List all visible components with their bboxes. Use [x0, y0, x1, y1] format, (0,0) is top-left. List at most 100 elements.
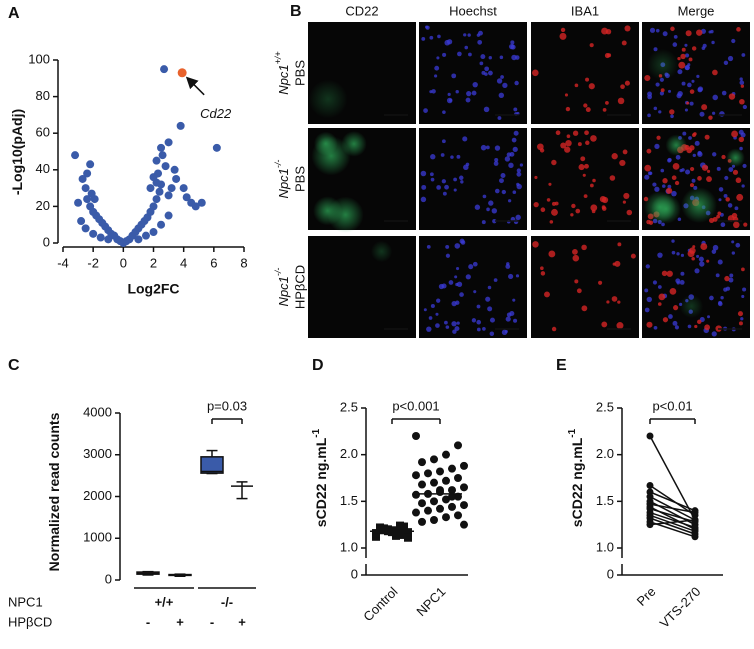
cell: [554, 201, 559, 206]
cell: [652, 280, 658, 285]
point: [442, 495, 450, 504]
cell: [592, 178, 596, 183]
cell: [696, 29, 703, 36]
cell: [580, 156, 586, 162]
cell: [706, 259, 710, 263]
cell: [667, 184, 672, 189]
point: [418, 499, 426, 508]
point: [404, 528, 412, 537]
cell: [706, 169, 711, 173]
cell: [508, 162, 514, 169]
cell: [720, 296, 724, 300]
cell: [653, 325, 658, 330]
cell: [502, 82, 508, 89]
cell: [423, 308, 427, 312]
cell: [724, 275, 730, 282]
y-axis-label-text: -Log10(pAdj): [9, 109, 25, 195]
point: [74, 198, 83, 207]
cell: [476, 319, 482, 325]
cell: [700, 243, 708, 251]
cell: [514, 55, 520, 60]
cell: [740, 317, 744, 321]
cell: [494, 157, 499, 163]
point: [83, 169, 92, 178]
cell: [697, 151, 703, 157]
cell: [660, 168, 665, 173]
point: [89, 229, 98, 238]
cell: [721, 90, 727, 96]
cell: [671, 239, 675, 243]
cell: [453, 188, 457, 192]
genotype: -/-: [273, 268, 283, 277]
cell: [659, 91, 665, 96]
cell: [677, 69, 683, 75]
pair-line: [649, 514, 696, 532]
cell: [712, 69, 718, 76]
cell: [727, 215, 735, 222]
y-axis-label: -Log10(pAdj): [9, 109, 25, 195]
cell: [728, 277, 734, 283]
cell: [646, 321, 653, 328]
cell: [487, 70, 493, 76]
cell: [574, 279, 579, 284]
cell: [711, 249, 717, 254]
factor-name: HPβCD: [8, 614, 52, 629]
cell: [685, 30, 692, 37]
cell: [473, 290, 477, 294]
point: [157, 220, 166, 229]
cell: [491, 208, 498, 214]
cell: [617, 300, 621, 304]
cell: [481, 70, 486, 75]
cell: [540, 207, 546, 213]
significance-label: p<0.001: [392, 398, 439, 413]
cell: [692, 245, 696, 249]
cell: [624, 80, 630, 86]
cell: [667, 89, 672, 93]
pair-line: [649, 484, 696, 516]
cell: [712, 94, 718, 101]
cell: [487, 306, 493, 312]
cell: [455, 89, 459, 94]
cell: [667, 157, 672, 162]
cell: [465, 162, 470, 167]
cell: [742, 163, 747, 168]
y-tick-label: 1.5: [340, 493, 358, 508]
cell: [512, 146, 518, 153]
y-tick-label: 1000: [83, 530, 112, 545]
significance-label: p=0.03: [207, 398, 247, 413]
cell: [581, 305, 588, 312]
y-tick-label: 0: [105, 571, 112, 586]
cell: [701, 104, 708, 111]
point: [176, 121, 185, 130]
cell: [512, 190, 517, 195]
cell: [442, 110, 446, 114]
cell: [485, 145, 490, 150]
annotation-arrow: [185, 76, 205, 96]
cell: [622, 149, 628, 155]
cell: [516, 171, 522, 177]
point: [646, 481, 654, 489]
cell: [489, 317, 495, 323]
cell: [678, 61, 686, 69]
point: [442, 476, 450, 485]
cell: [548, 182, 552, 186]
cell: [453, 177, 458, 182]
cell: [723, 60, 729, 65]
point: [430, 516, 438, 524]
y-tick-label: 40: [36, 161, 50, 176]
cell: [710, 29, 714, 34]
y-tick-label: 0: [351, 566, 358, 581]
point: [86, 202, 95, 211]
point: [157, 143, 166, 152]
cell: [430, 177, 435, 182]
cell: [694, 268, 700, 274]
cell: [571, 203, 576, 209]
cell: [468, 264, 474, 270]
x-tick-label: Control: [360, 584, 400, 624]
cell: [672, 320, 678, 326]
cell: [657, 302, 662, 306]
cell: [681, 47, 686, 52]
cell: [616, 322, 624, 330]
cell: [733, 221, 740, 229]
cell: [725, 286, 731, 291]
